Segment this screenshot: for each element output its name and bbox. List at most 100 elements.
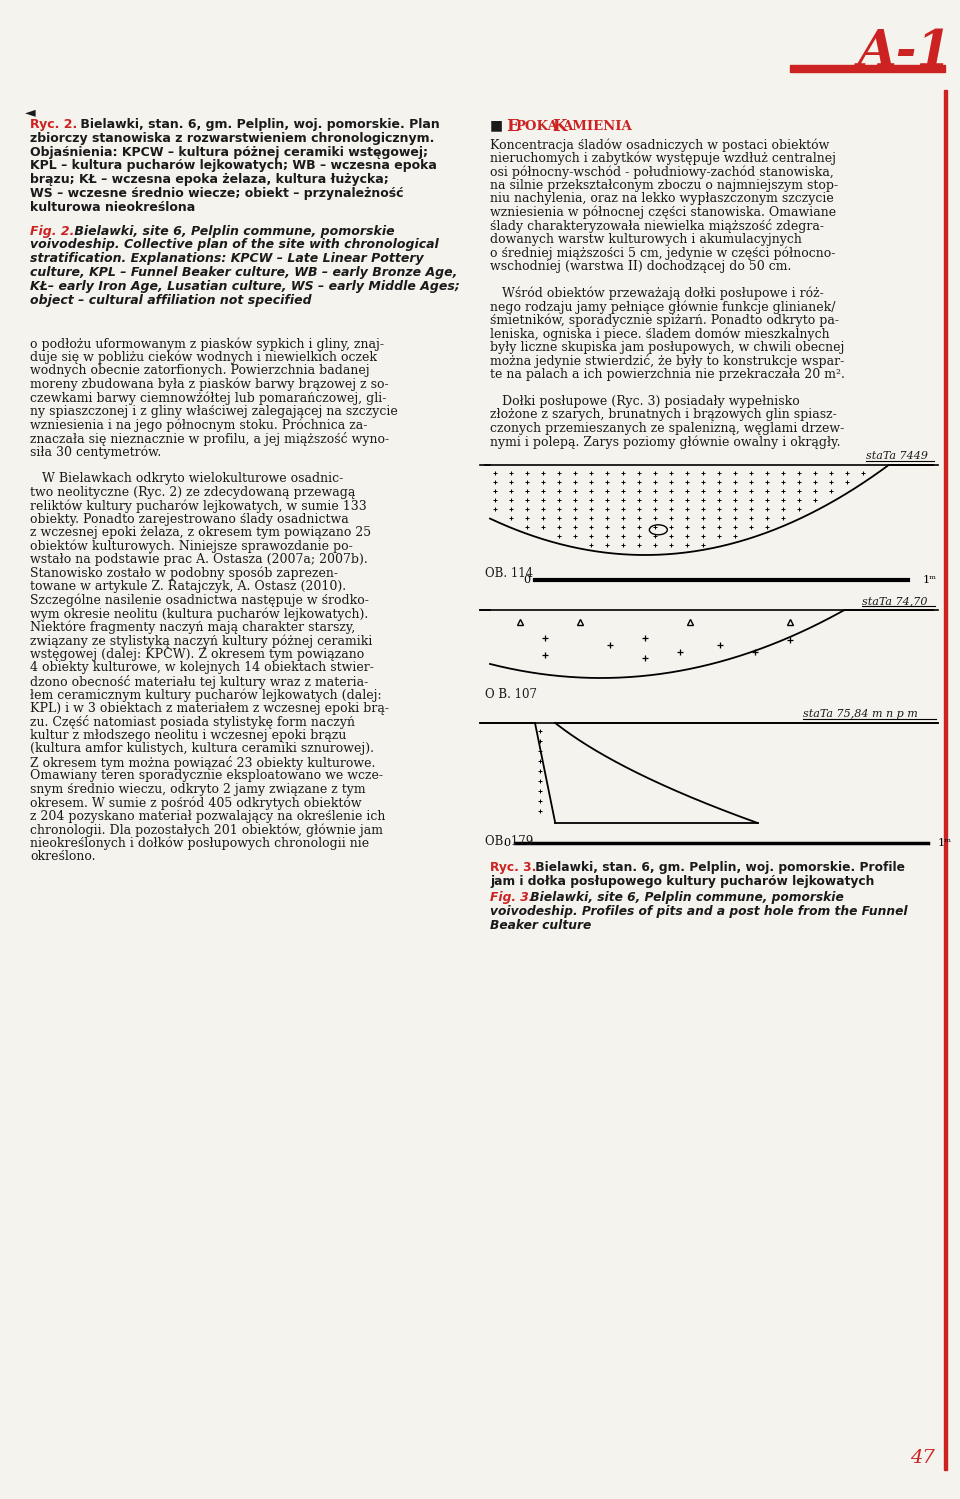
Text: wzniesienia w północnej części stanowiska. Omawiane: wzniesienia w północnej części stanowisk… (490, 205, 836, 219)
Text: Koncentracja śladów osadniczych w postaci obiektów: Koncentracja śladów osadniczych w postac… (490, 138, 829, 151)
Text: Bielawki, stan. 6, gm. Pelplin, woj. pomorskie. Profile: Bielawki, stan. 6, gm. Pelplin, woj. pom… (531, 860, 905, 874)
Text: Ryc. 3.: Ryc. 3. (490, 860, 537, 874)
Text: jam i dołka posłupowego kultury pucharów lejkowatych: jam i dołka posłupowego kultury pucharów… (490, 875, 875, 887)
Text: nieokreślonych i dołków posłupowych chronologii nie: nieokreślonych i dołków posłupowych chro… (30, 836, 370, 850)
Text: KPL) i w 3 obiektach z materiałem z wczesnej epoki brą-: KPL) i w 3 obiektach z materiałem z wcze… (30, 702, 389, 715)
Text: wzniesienia i na jego północnym stoku. Próchnica za-: wzniesienia i na jego północnym stoku. P… (30, 418, 368, 432)
Text: staTa 74,70: staTa 74,70 (862, 597, 927, 606)
Text: nieruchomych i zabytków występuje wzdłuż centralnej: nieruchomych i zabytków występuje wzdłuż… (490, 151, 836, 165)
Text: Omawiany teren sporadycznie eksploatowano we wcze-: Omawiany teren sporadycznie eksploatowan… (30, 769, 383, 782)
Text: obiekty. Ponadto zarejestrowano ślady osadnictwa: obiekty. Ponadto zarejestrowano ślady os… (30, 513, 348, 526)
Text: leniska, ogniska i piece. śladem domów mieszkalnych: leniska, ogniska i piece. śladem domów m… (490, 327, 829, 340)
Text: na silnie przekształconym zboczu o najmniejszym stop-: na silnie przekształconym zboczu o najmn… (490, 178, 838, 192)
Text: moreny zbudowana była z piasków barwy brązowej z so-: moreny zbudowana była z piasków barwy br… (30, 378, 389, 391)
Text: wodnych obecnie zatorfionych. Powierzchnia badanej: wodnych obecnie zatorfionych. Powierzchn… (30, 364, 370, 378)
Text: Dołki posłupowe (Ryc. 3) posiadały wypełnisko: Dołki posłupowe (Ryc. 3) posiadały wypeł… (490, 394, 800, 408)
Text: okresem. W sumie z pośród 405 odkrytych obiektów: okresem. W sumie z pośród 405 odkrytych … (30, 796, 362, 809)
Text: Z okresem tym można powiązać 23 obiekty kulturowe.: Z okresem tym można powiązać 23 obiekty … (30, 755, 375, 770)
Text: złożone z szarych, brunatnych i brązowych glin spiasz-: złożone z szarych, brunatnych i brązowyc… (490, 408, 837, 421)
Text: 47: 47 (910, 1450, 935, 1468)
Text: duje się w pobliżu cieków wodnych i niewielkich oczek: duje się w pobliżu cieków wodnych i niew… (30, 351, 377, 364)
Text: AMIENIA: AMIENIA (562, 120, 632, 132)
Text: śmietników, sporadycznie spiżarń. Ponadto odkryto pa-: śmietników, sporadycznie spiżarń. Ponadt… (490, 313, 839, 327)
Text: wschodniej (warstwa II) dochodzącej do 50 cm.: wschodniej (warstwa II) dochodzącej do 5… (490, 259, 791, 273)
Text: dzono obecność materiału tej kultury wraz z materia-: dzono obecność materiału tej kultury wra… (30, 675, 369, 690)
Text: Wśród obiektów przeważają dołki posłupowe i róż-: Wśród obiektów przeważają dołki posłupo… (490, 286, 824, 300)
Text: wym okresie neolitu (kultura pucharów lejkowatych).: wym okresie neolitu (kultura pucharów le… (30, 607, 369, 621)
Text: dowanych warstw kulturowych i akumulacyjnych: dowanych warstw kulturowych i akumulacyj… (490, 232, 802, 246)
Text: Bielawki, stan. 6, gm. Pelplin, woj. pomorskie. Plan: Bielawki, stan. 6, gm. Pelplin, woj. pom… (76, 118, 440, 130)
Text: z wczesnej epoki żelaza, z okresem tym powiązano 25: z wczesnej epoki żelaza, z okresem tym p… (30, 526, 372, 540)
Text: W Bielawkach odkryto wielokulturowe osadnic-: W Bielawkach odkryto wielokulturowe osad… (30, 472, 344, 486)
Text: 1ᵐ: 1ᵐ (938, 838, 952, 848)
Text: object – cultural affiliation not specified: object – cultural affiliation not specif… (30, 294, 312, 307)
Text: culture, KPL – Funnel Beaker culture, WB – early Bronze Age,: culture, KPL – Funnel Beaker culture, WB… (30, 265, 457, 279)
Text: staTa 7449: staTa 7449 (866, 451, 928, 462)
Text: brązu; KŁ – wczesna epoka żelaza, kultura łużycka;: brązu; KŁ – wczesna epoka żelaza, kultur… (30, 174, 389, 186)
Text: towane w artykule Z. Ratajczyk, A. Ostasz (2010).: towane w artykule Z. Ratajczyk, A. Ostas… (30, 580, 347, 594)
Text: 0: 0 (503, 838, 511, 848)
Text: snym średnio wieczu, odkryto 2 jamy związane z tym: snym średnio wieczu, odkryto 2 jamy zwią… (30, 782, 366, 796)
Text: Bielawki, site 6, Pelplin commune, pomorskie: Bielawki, site 6, Pelplin commune, pomor… (70, 225, 395, 238)
Text: o średniej miąższości 5 cm, jedynie w części północno-: o średniej miąższości 5 cm, jedynie w cz… (490, 246, 835, 259)
Text: (kultura amfor kulistych, kultura ceramiki sznurowej).: (kultura amfor kulistych, kultura cerami… (30, 742, 374, 755)
Text: reliktów kultury pucharów lejkowatych, w sumie 133: reliktów kultury pucharów lejkowatych, w… (30, 499, 367, 513)
Text: można jedynie stwierdzić, że były to konstrukcje wspar-: można jedynie stwierdzić, że były to kon… (490, 354, 844, 367)
Text: były liczne skupiska jam posłupowych, w chwili obecnej: były liczne skupiska jam posłupowych, w … (490, 340, 845, 354)
Text: POKA: POKA (515, 120, 558, 132)
Text: stratification. Explanations: KPCW – Late Linear Pottery: stratification. Explanations: KPCW – Lat… (30, 252, 423, 265)
Text: Fig. 2.: Fig. 2. (30, 225, 74, 238)
Text: czewkami barwy ciemnowżółtej lub pomarańczowej, gli-: czewkami barwy ciemnowżółtej lub pomarań… (30, 391, 386, 405)
Text: Szczególne nasilenie osadnictwa następuje w środko-: Szczególne nasilenie osadnictwa następuj… (30, 594, 369, 607)
Text: obiektów kulturowych. Niniejsze sprawozdanie po-: obiektów kulturowych. Niniejsze sprawozd… (30, 540, 352, 553)
Text: wstało na podstawie prac A. Ostasza (2007a; 2007b).: wstało na podstawie prac A. Ostasza (200… (30, 553, 368, 567)
Text: OB. 179: OB. 179 (485, 835, 533, 848)
Text: A-1: A-1 (858, 27, 952, 76)
Text: o podłożu uformowanym z piasków sypkich i gliny, znaj-: o podłożu uformowanym z piasków sypkich … (30, 337, 384, 351)
Text: voivodeship. Profiles of pits and a post hole from the Funnel: voivodeship. Profiles of pits and a post… (490, 905, 907, 917)
Text: kultur z młodszego neolitu i wczesnej epoki brązu: kultur z młodszego neolitu i wczesnej ep… (30, 729, 347, 742)
Text: Bielawki, site 6, Pelplin commune, pomorskie: Bielawki, site 6, Pelplin commune, pomor… (526, 890, 844, 904)
Text: ◄: ◄ (25, 105, 36, 118)
Text: określono.: określono. (30, 850, 95, 863)
Text: te na palach a ich powierzchnia nie przekraczała 20 m².: te na palach a ich powierzchnia nie prze… (490, 367, 845, 381)
Text: 0: 0 (523, 576, 531, 585)
Text: czonych przemieszanych ze spalenizną, węglami drzew-: czonych przemieszanych ze spalenizną, wę… (490, 421, 844, 435)
Text: Stanowisko zostało w podobny sposób zaprezen-: Stanowisko zostało w podobny sposób zapr… (30, 567, 338, 580)
Text: Beaker culture: Beaker culture (490, 919, 591, 932)
Text: WS – wczesne średnio wiecze; obiekt – przynależność: WS – wczesne średnio wiecze; obiekt – pr… (30, 187, 403, 199)
Text: Fig. 3.: Fig. 3. (490, 890, 534, 904)
Bar (790, 64, 945, 72)
Text: Niektóre fragmenty naczyń mają charakter starszy,: Niektóre fragmenty naczyń mają charakter… (30, 621, 355, 634)
Text: nymi i polepą. Zarys poziomy głównie owalny i okrągły.: nymi i polepą. Zarys poziomy głównie owa… (490, 435, 841, 448)
Text: ślady charakteryzowała niewielka miąższość zdegra-: ślady charakteryzowała niewielka miąższo… (490, 219, 824, 232)
Text: K: K (552, 118, 566, 135)
Text: two neolityczne (Ryc. 2) ze zdecydowaną przewagą: two neolityczne (Ryc. 2) ze zdecydowaną … (30, 486, 355, 499)
Text: zu. Część natomiast posiada stylistykę form naczyń: zu. Część natomiast posiada stylistykę f… (30, 715, 355, 730)
Text: O B. 107: O B. 107 (485, 688, 537, 702)
Text: zbiorczy stanowiska z rozwarstwieniem chronologicznym.: zbiorczy stanowiska z rozwarstwieniem ch… (30, 132, 434, 145)
Text: osi północny-wschód - południowy-zachód stanowiska,: osi północny-wschód - południowy-zachód … (490, 165, 833, 178)
Text: znaczała się nieznacznie w profilu, a jej miąższość wyno-: znaczała się nieznacznie w profilu, a je… (30, 432, 389, 445)
Text: Objaśnienia: KPCW – kultura póżnej ceramiki wstęgowej;: Objaśnienia: KPCW – kultura póżnej ceram… (30, 145, 428, 159)
Text: 4 obiekty kulturowe, w kolejnych 14 obiektach stwier-: 4 obiekty kulturowe, w kolejnych 14 obie… (30, 661, 373, 675)
Text: niu nachylenia, oraz na lekko wypłaszczonym szczycie: niu nachylenia, oraz na lekko wypłaszczo… (490, 192, 833, 205)
Text: 1ᵐ: 1ᵐ (923, 576, 937, 585)
Text: kulturowa nieokreślona: kulturowa nieokreślona (30, 201, 195, 214)
Text: staTa 75,84 m n p m: staTa 75,84 m n p m (803, 709, 918, 720)
Text: chronologii. Dla pozostałych 201 obiektów, głównie jam: chronologii. Dla pozostałych 201 obiektó… (30, 823, 383, 836)
Text: KPL – kultura pucharów lejkowatych; WB – wczesna epoka: KPL – kultura pucharów lejkowatych; WB –… (30, 159, 437, 172)
Text: OB. 114: OB. 114 (485, 567, 533, 580)
Text: nego rodzaju jamy pełniące głównie funkcje glinianek/: nego rodzaju jamy pełniące głównie funkc… (490, 300, 835, 313)
Text: ny spiaszczonej i z gliny właściwej zalegającej na szczycie: ny spiaszczonej i z gliny właściwej zale… (30, 405, 397, 418)
Text: Ryc. 2.: Ryc. 2. (30, 118, 77, 130)
Text: z 204 pozyskano materiał pozwalający na określenie ich: z 204 pozyskano materiał pozwalający na … (30, 809, 385, 823)
Text: siła 30 centymetrów.: siła 30 centymetrów. (30, 445, 161, 459)
Text: E: E (506, 118, 518, 135)
Text: KŁ– early Iron Age, Lusatian culture, WS – early Middle Ages;: KŁ– early Iron Age, Lusatian culture, WS… (30, 280, 460, 292)
Text: voivodeship. Collective plan of the site with chronological: voivodeship. Collective plan of the site… (30, 238, 439, 252)
Text: ■: ■ (490, 118, 503, 132)
Text: łem ceramicznym kultury pucharów lejkowatych (dalej:: łem ceramicznym kultury pucharów lejkowa… (30, 688, 382, 702)
Text: związany ze stylistyką naczyń kultury póżnej ceramiki: związany ze stylistyką naczyń kultury pó… (30, 634, 372, 648)
Bar (944, 90, 947, 1471)
